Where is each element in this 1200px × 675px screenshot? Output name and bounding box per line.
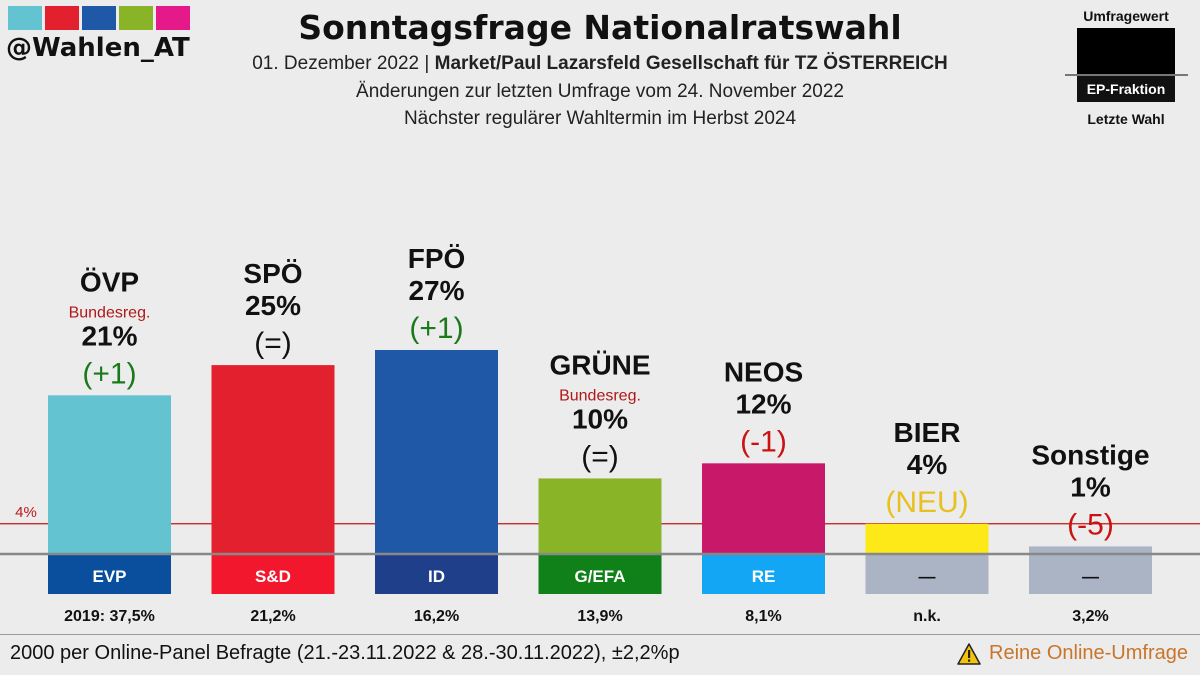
poll-date: 01. Dezember 2022 | <box>252 53 430 74</box>
last-election-value: 3,2% <box>1072 608 1108 625</box>
bar-1 <box>211 365 335 554</box>
subtitle-date-pollster: 01. Dezember 2022 | Market/Paul Lazarsfe… <box>0 53 1200 75</box>
logo-bar <box>156 6 190 30</box>
ep-group-box <box>865 554 989 594</box>
legend-ep-group-label: EP-Fraktion <box>1077 76 1175 102</box>
party-name: SPÖ <box>243 258 302 289</box>
account-handle: @Wahlen_AT <box>6 33 190 63</box>
bar-6 <box>1029 546 1152 554</box>
ep-group-label: S&D <box>255 567 291 586</box>
logo-bar <box>119 6 153 30</box>
pollster-name: Market/Paul Lazarsfeld Gesellschaft für … <box>434 53 948 74</box>
last-election-value: 21,2% <box>250 608 295 625</box>
bar-2 <box>375 350 498 554</box>
ep-group-label: — <box>1082 567 1099 586</box>
change-note: Änderungen zur letzten Umfrage vom 24. N… <box>356 81 844 102</box>
party-name: BIER <box>894 417 961 448</box>
last-election-value: 2019: 37,5% <box>64 608 155 625</box>
change-label: (-5) <box>1067 508 1114 541</box>
ep-group-label: RE <box>752 567 776 586</box>
ep-group-box <box>375 554 498 594</box>
chart-title: Sonntagsfrage Nationalratswahl <box>298 8 902 47</box>
ep-group-box <box>538 554 662 594</box>
party-name: FPÖ <box>408 243 466 274</box>
bar-5 <box>865 523 989 554</box>
party-name: NEOS <box>724 356 803 387</box>
bar-0 <box>48 395 171 554</box>
legend-swatch <box>1077 28 1175 74</box>
ep-group-label: ID <box>428 567 445 586</box>
warning-text: Reine Online-Umfrage <box>989 642 1188 664</box>
ep-group-label: — <box>919 567 936 586</box>
ep-group-box <box>211 554 335 594</box>
legend-last-election-label: Letzte Wahl <box>1087 111 1165 127</box>
logo-color-bars <box>8 6 190 30</box>
methodology-note: 2000 per Online-Panel Befragte (21.-23.1… <box>10 642 680 664</box>
government-note: Bundesreg. <box>559 387 641 404</box>
change-label: (-1) <box>740 425 787 458</box>
value-label: 4% <box>907 449 948 480</box>
logo-bar <box>82 6 116 30</box>
change-label: (=) <box>254 327 292 360</box>
footer-divider <box>0 634 1200 635</box>
logo-bar <box>45 6 79 30</box>
ep-group-label: G/EFA <box>574 567 625 586</box>
value-label: 21% <box>81 320 137 351</box>
legend-poll-value-label: Umfragewert <box>1083 8 1169 24</box>
party-name: Sonstige <box>1031 439 1149 470</box>
ep-group-box <box>702 554 825 594</box>
next-election-note: Nächster regulärer Wahltermin im Herbst … <box>403 108 797 129</box>
value-label: 12% <box>735 388 791 419</box>
online-poll-warning: Reine Online-Umfrage <box>957 642 1188 665</box>
value-label: 27% <box>408 275 464 306</box>
government-note: Bundesreg. <box>69 304 151 321</box>
value-label: 1% <box>1070 471 1111 502</box>
change-label: (+1) <box>409 312 463 345</box>
threshold-label: 4% <box>15 504 37 521</box>
value-label: 25% <box>245 290 301 321</box>
party-name: GRÜNE <box>549 349 650 380</box>
value-label: 10% <box>572 403 628 434</box>
change-label: (=) <box>581 440 619 473</box>
change-label: (NEU) <box>885 486 968 519</box>
party-name: ÖVP <box>80 266 139 297</box>
last-election-value: 13,9% <box>577 608 622 625</box>
last-election-value: 16,2% <box>414 608 459 625</box>
bar-3 <box>538 478 662 554</box>
ep-group-box <box>1029 554 1152 594</box>
last-election-value: 8,1% <box>745 608 781 625</box>
change-label: (+1) <box>82 357 136 390</box>
logo-bar <box>8 6 42 30</box>
legend-baseline <box>1065 74 1188 76</box>
last-election-value: n.k. <box>913 608 941 625</box>
warning-icon <box>957 642 981 665</box>
ep-group-label: EVP <box>92 567 126 586</box>
ep-group-box <box>48 554 171 594</box>
bar-4 <box>702 463 825 554</box>
